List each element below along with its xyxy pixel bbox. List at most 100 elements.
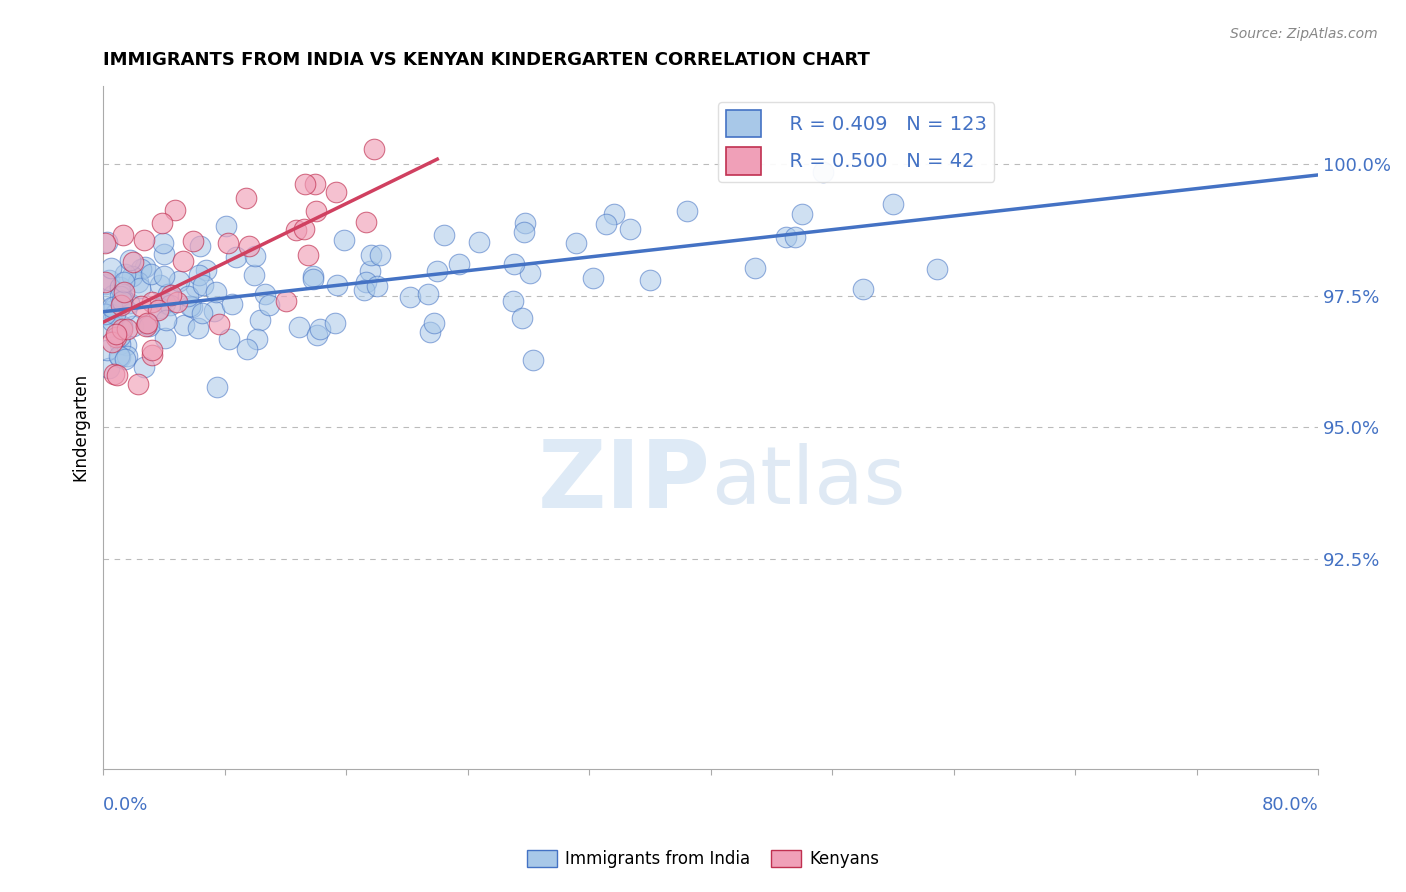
Point (139, 267, 162, 281)
Point (108, 337, 131, 351)
Point (426, 264, 449, 278)
Point (108, 329, 131, 343)
Point (132, 233, 155, 247)
Point (114, 338, 136, 352)
Point (503, 257, 526, 271)
Point (105, 326, 128, 341)
Point (433, 228, 456, 243)
Point (138, 317, 160, 331)
Point (510, 310, 533, 325)
Point (129, 280, 152, 294)
Point (188, 239, 211, 253)
Point (160, 288, 183, 302)
Point (422, 316, 444, 330)
Point (304, 178, 326, 192)
Legend:   R = 0.409   N = 123,   R = 0.500   N = 42: R = 0.409 N = 123, R = 0.500 N = 42 (718, 102, 994, 182)
Point (101, 334, 124, 349)
Point (176, 288, 198, 302)
Text: 0.0%: 0.0% (103, 797, 149, 814)
Point (111, 319, 134, 334)
Point (882, 197, 904, 211)
Point (238, 239, 260, 253)
Point (790, 207, 813, 221)
Point (108, 280, 131, 294)
Point (108, 320, 131, 334)
Point (326, 277, 349, 292)
Point (243, 268, 266, 282)
Point (101, 301, 124, 315)
Point (502, 294, 524, 309)
Point (202, 303, 225, 318)
Point (249, 313, 271, 327)
Point (103, 307, 125, 321)
Point (167, 274, 190, 288)
Point (103, 367, 125, 381)
Point (181, 234, 204, 248)
Point (419, 325, 441, 339)
Point (118, 295, 141, 310)
Point (132, 360, 155, 375)
Point (302, 269, 325, 284)
Point (153, 331, 176, 345)
Point (513, 216, 536, 230)
Point (309, 322, 332, 336)
Point (98, 361, 121, 376)
Point (603, 207, 626, 221)
Text: 80.0%: 80.0% (1261, 797, 1319, 814)
Point (115, 349, 138, 363)
Point (221, 297, 243, 311)
Point (141, 347, 163, 361)
Point (118, 252, 141, 267)
Point (565, 236, 588, 251)
Point (205, 380, 228, 394)
Point (595, 217, 617, 231)
Point (744, 260, 766, 275)
Point (304, 203, 326, 218)
Point (159, 298, 181, 312)
Point (153, 296, 176, 310)
Point (292, 221, 315, 235)
Point (97, 319, 120, 334)
Point (619, 222, 641, 236)
Point (333, 233, 356, 247)
Point (93, 307, 115, 321)
Point (141, 294, 163, 309)
Point (323, 316, 346, 330)
Point (152, 247, 174, 261)
Point (152, 236, 174, 251)
Point (166, 294, 188, 309)
Point (640, 273, 662, 287)
Point (811, 165, 834, 179)
Point (785, 230, 807, 244)
Point (235, 191, 257, 205)
Point (111, 289, 134, 303)
Point (246, 332, 269, 346)
Point (368, 248, 391, 262)
Point (121, 268, 143, 283)
Point (449, 257, 471, 271)
Point (127, 376, 149, 391)
Point (111, 322, 134, 336)
Point (93, 236, 115, 251)
Point (285, 223, 308, 237)
Point (115, 321, 138, 335)
Text: IMMIGRANTS FROM INDIA VS KENYAN KINDERGARTEN CORRELATION CHART: IMMIGRANTS FROM INDIA VS KENYAN KINDERGA… (103, 51, 870, 69)
Point (235, 342, 257, 356)
Text: ZIP: ZIP (537, 436, 710, 528)
Point (115, 303, 138, 318)
Point (138, 318, 160, 333)
Point (173, 318, 195, 333)
Point (108, 350, 131, 364)
Point (152, 216, 174, 230)
Point (208, 317, 231, 331)
Point (93, 277, 115, 291)
Point (141, 343, 163, 357)
Point (156, 287, 179, 301)
Point (218, 332, 240, 346)
Point (100, 304, 122, 318)
Point (363, 143, 385, 157)
Point (111, 293, 134, 308)
Point (259, 298, 281, 312)
Point (134, 260, 156, 274)
Point (187, 320, 209, 334)
